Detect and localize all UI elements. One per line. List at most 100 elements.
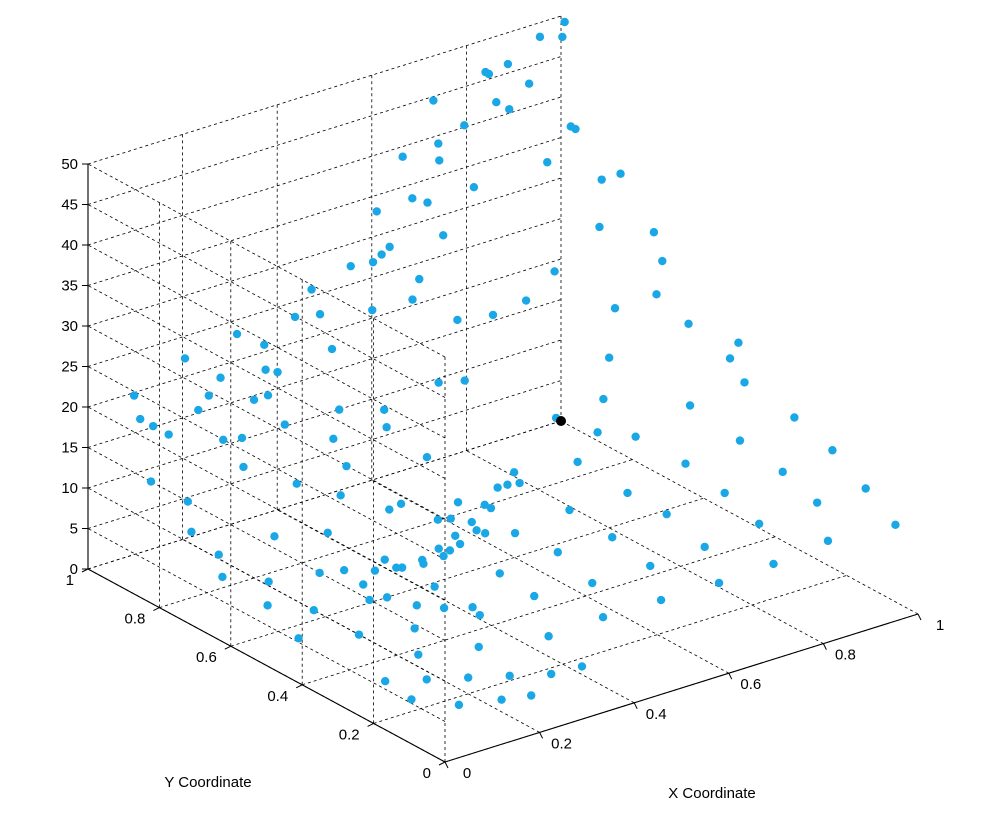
z-tick-label: 20 [61, 399, 78, 416]
sidewall-grid-horizontal [87, 285, 446, 479]
data-point [631, 432, 640, 441]
data-point [515, 478, 524, 488]
y-tick-mark [438, 761, 446, 766]
data-point [754, 519, 764, 529]
data-point [263, 601, 272, 610]
y-tick-mark [295, 684, 303, 689]
data-point [616, 169, 625, 178]
data-point [510, 528, 520, 538]
data-point [307, 285, 316, 294]
data-point [430, 582, 439, 591]
y-tick-label: 0 [423, 765, 431, 782]
data-point [734, 338, 743, 347]
floor-grid-x-line [371, 479, 729, 674]
data-point [469, 183, 479, 192]
data-point [419, 559, 428, 569]
data-point [410, 624, 419, 633]
x-tick-mark [822, 643, 827, 650]
data-point [397, 563, 407, 572]
data-point [380, 555, 389, 564]
data-point [180, 354, 190, 363]
data-point [535, 32, 545, 42]
data-point [714, 578, 724, 588]
data-point [273, 367, 282, 377]
data-point [553, 548, 562, 557]
data-point [309, 606, 318, 615]
x-tick-mark [917, 613, 922, 621]
x-tick-label: 0.4 [646, 706, 667, 723]
data-point [488, 310, 498, 320]
y-tick-mark [224, 645, 232, 650]
data-point [329, 434, 338, 444]
sidewall-grid-horizontal [87, 204, 446, 398]
y-tick-label: 0.2 [339, 726, 360, 743]
y-axis-title: Y Coordinate [164, 774, 251, 791]
data-point [194, 405, 203, 415]
data-point [370, 566, 380, 575]
data-point [396, 499, 406, 509]
floor-grid-y-line [302, 536, 776, 686]
data-point [480, 529, 490, 538]
floor-grid-y-line [373, 575, 847, 724]
data-point [588, 578, 597, 588]
data-point [467, 517, 476, 527]
data-point [598, 613, 608, 622]
data-point [474, 642, 483, 652]
data-point [249, 395, 259, 404]
sidewall-grid-horizontal [87, 487, 446, 682]
backwall-grid-horizontal [87, 380, 562, 529]
data-point [571, 124, 580, 134]
data-point [261, 365, 270, 374]
data-point [339, 565, 349, 575]
data-point [294, 634, 303, 643]
data-point [435, 156, 444, 165]
x-axis-title: X Coordinate [668, 785, 756, 802]
data-point [315, 310, 325, 319]
data-point [725, 354, 735, 363]
floor-grid-x-line [277, 509, 635, 704]
data-point [649, 228, 659, 237]
data-point [232, 329, 242, 339]
data-point [439, 603, 449, 613]
sidewall-grid-horizontal [87, 163, 446, 358]
data-point [183, 497, 192, 506]
x-tick-label: 1 [936, 617, 944, 634]
x-tick-mark [633, 702, 638, 710]
data-point [493, 483, 502, 492]
data-point [385, 505, 394, 514]
data-point [336, 491, 345, 500]
z-tick-label: 40 [61, 237, 78, 254]
data-point [464, 673, 473, 682]
data-point [700, 542, 709, 552]
data-point [292, 479, 301, 488]
data-point [451, 531, 460, 540]
data-point [828, 446, 837, 455]
highlight-point [556, 416, 566, 426]
data-point [790, 413, 799, 422]
data-point [861, 484, 870, 493]
data-point [560, 17, 569, 27]
data-point [315, 568, 324, 578]
data-point [433, 515, 443, 524]
data-point [503, 480, 512, 489]
data-point [398, 152, 407, 161]
data-point [264, 577, 273, 586]
data-point [136, 414, 145, 424]
data-point [429, 96, 438, 105]
data-point [434, 544, 443, 553]
data-point [385, 242, 394, 252]
y-axis-line [87, 568, 446, 763]
data-point [146, 477, 156, 486]
data-point [422, 675, 431, 684]
data-point [623, 488, 632, 498]
data-point [475, 610, 484, 620]
data-point [610, 304, 620, 313]
data-point [214, 550, 223, 559]
data-point [219, 435, 228, 444]
data-point [524, 79, 534, 88]
data-point [891, 520, 900, 530]
data-point [505, 105, 514, 114]
data-point [216, 373, 225, 382]
backwall-grid-horizontal [87, 15, 562, 165]
